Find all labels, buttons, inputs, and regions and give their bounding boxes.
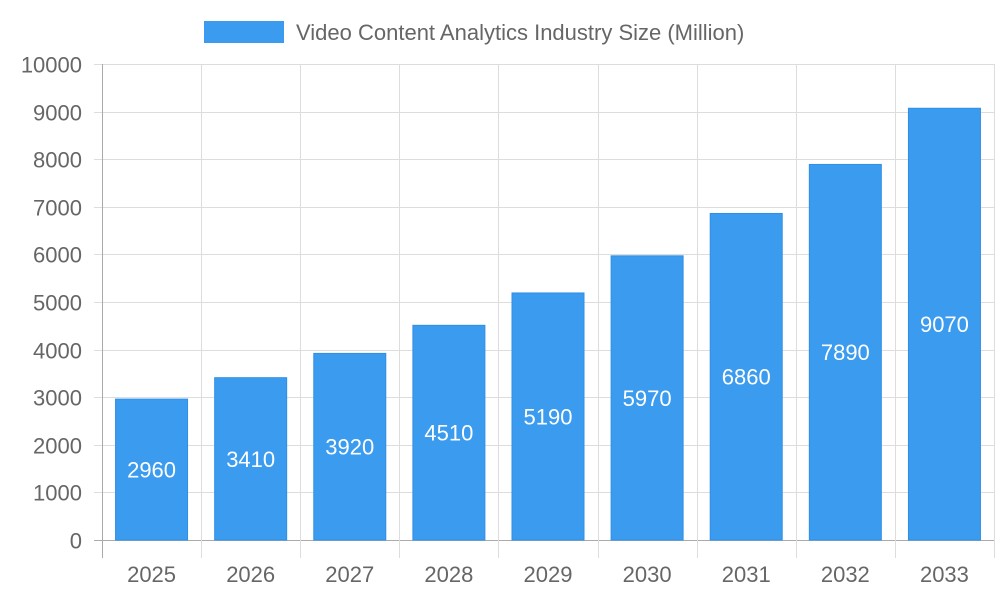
data-label: 7890 <box>821 340 870 365</box>
y-tick-label: 7000 <box>33 196 82 221</box>
bar <box>709 212 783 541</box>
y-tick-label: 2000 <box>33 434 82 459</box>
x-tick-label: 2030 <box>623 562 672 587</box>
x-tick-label: 2032 <box>821 562 870 587</box>
data-label: 3410 <box>226 447 275 472</box>
x-tick-label: 2026 <box>226 562 275 587</box>
bar <box>808 163 882 541</box>
y-tick-label: 3000 <box>33 386 82 411</box>
y-tick-label: 10000 <box>21 53 82 78</box>
bar <box>214 377 288 541</box>
x-tick-label: 2027 <box>325 562 374 587</box>
data-label: 5190 <box>524 404 573 429</box>
x-axis: 2025 2026 2027 2028 2029 2030 2031 2032 2033 <box>127 562 969 587</box>
data-label: 6860 <box>722 365 771 390</box>
y-tick-label: 0 <box>70 529 82 554</box>
bar <box>115 398 189 541</box>
x-tick-label: 2029 <box>524 562 573 587</box>
y-tick-label: 8000 <box>33 148 82 173</box>
y-tick-label: 6000 <box>33 243 82 268</box>
bar <box>511 292 585 541</box>
y-tick-label: 9000 <box>33 101 82 126</box>
bar <box>907 107 981 541</box>
data-label: 2960 <box>127 458 176 483</box>
bar <box>610 255 684 541</box>
x-tick-label: 2028 <box>424 562 473 587</box>
data-label: 3920 <box>325 435 374 460</box>
legend[interactable]: Video Content Analytics Industry Size (M… <box>204 20 744 45</box>
x-tick-label: 2025 <box>127 562 176 587</box>
legend-swatch <box>204 21 284 43</box>
bars: 2960 3410 3920 4510 5190 5970 6860 7890 9070 <box>115 107 981 541</box>
x-tick-label: 2031 <box>722 562 771 587</box>
y-tick-label: 5000 <box>33 291 82 316</box>
data-label: 9070 <box>920 312 969 337</box>
bar <box>412 324 486 541</box>
y-tick-label: 1000 <box>33 481 82 506</box>
y-axis: 0 1000 2000 3000 4000 5000 6000 7000 8000 9000 100… <box>21 53 82 554</box>
bar <box>313 352 387 541</box>
data-label: 4510 <box>424 421 473 446</box>
legend-label: Video Content Analytics Industry Size (M… <box>296 20 744 45</box>
y-tick-label: 4000 <box>33 339 82 364</box>
data-label: 5970 <box>623 386 672 411</box>
x-tick-label: 2033 <box>920 562 969 587</box>
